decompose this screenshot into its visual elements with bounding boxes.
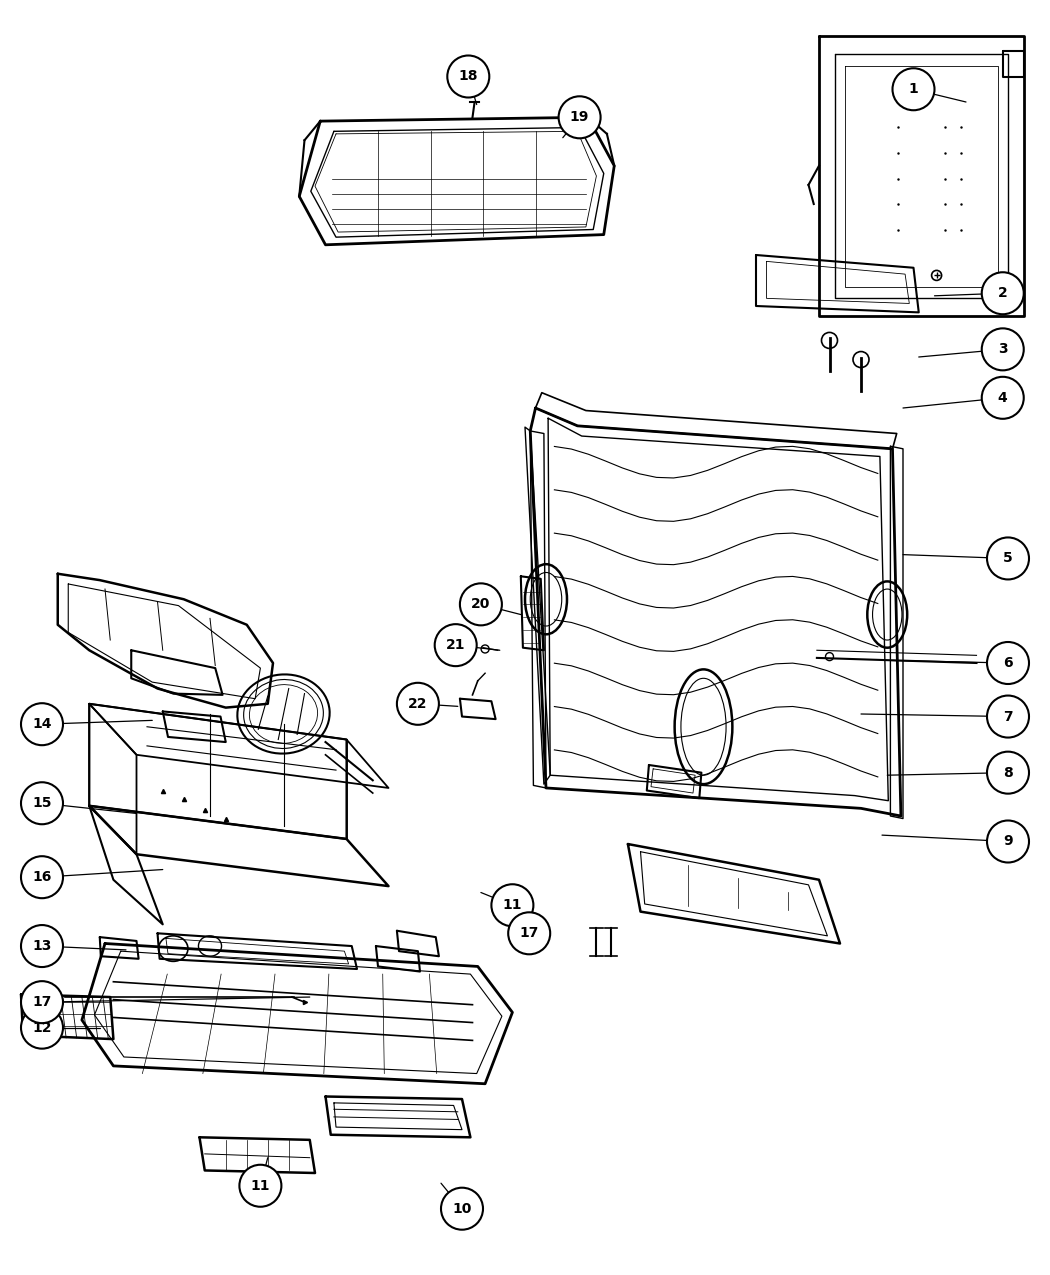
- Circle shape: [508, 913, 550, 954]
- Circle shape: [460, 584, 502, 625]
- Circle shape: [21, 704, 63, 745]
- Circle shape: [21, 982, 63, 1023]
- Circle shape: [435, 625, 477, 666]
- Text: 17: 17: [520, 927, 539, 940]
- Text: 5: 5: [1003, 552, 1013, 565]
- Circle shape: [21, 1007, 63, 1048]
- Text: 22: 22: [408, 697, 427, 710]
- Text: 3: 3: [998, 343, 1008, 356]
- Circle shape: [21, 926, 63, 966]
- Text: 6: 6: [1003, 657, 1013, 669]
- Circle shape: [239, 1165, 281, 1206]
- Circle shape: [447, 56, 489, 97]
- Text: 12: 12: [33, 1021, 51, 1034]
- Circle shape: [21, 783, 63, 824]
- Text: 7: 7: [1003, 710, 1013, 723]
- Text: 9: 9: [1003, 835, 1013, 848]
- Circle shape: [441, 1188, 483, 1229]
- Circle shape: [987, 696, 1029, 737]
- Circle shape: [397, 683, 439, 724]
- Text: 21: 21: [446, 639, 465, 652]
- Text: 19: 19: [570, 111, 589, 124]
- Text: 20: 20: [471, 598, 490, 611]
- Text: 4: 4: [998, 391, 1008, 404]
- Circle shape: [987, 538, 1029, 579]
- Text: 17: 17: [33, 996, 51, 1009]
- Circle shape: [491, 885, 533, 926]
- Circle shape: [982, 377, 1024, 418]
- Text: 18: 18: [459, 70, 478, 83]
- Circle shape: [982, 329, 1024, 370]
- Text: 8: 8: [1003, 766, 1013, 779]
- Text: 11: 11: [251, 1179, 270, 1192]
- Circle shape: [892, 69, 934, 110]
- Circle shape: [987, 643, 1029, 683]
- Circle shape: [982, 273, 1024, 314]
- Text: 2: 2: [998, 287, 1008, 300]
- Text: 14: 14: [33, 718, 51, 731]
- Circle shape: [987, 821, 1029, 862]
- Circle shape: [21, 857, 63, 898]
- Text: 13: 13: [33, 940, 51, 952]
- Text: 16: 16: [33, 871, 51, 884]
- Text: 15: 15: [33, 797, 51, 810]
- Circle shape: [987, 752, 1029, 793]
- Text: 1: 1: [908, 83, 919, 96]
- Circle shape: [559, 97, 601, 138]
- Text: 11: 11: [503, 899, 522, 912]
- Text: 10: 10: [453, 1202, 471, 1215]
